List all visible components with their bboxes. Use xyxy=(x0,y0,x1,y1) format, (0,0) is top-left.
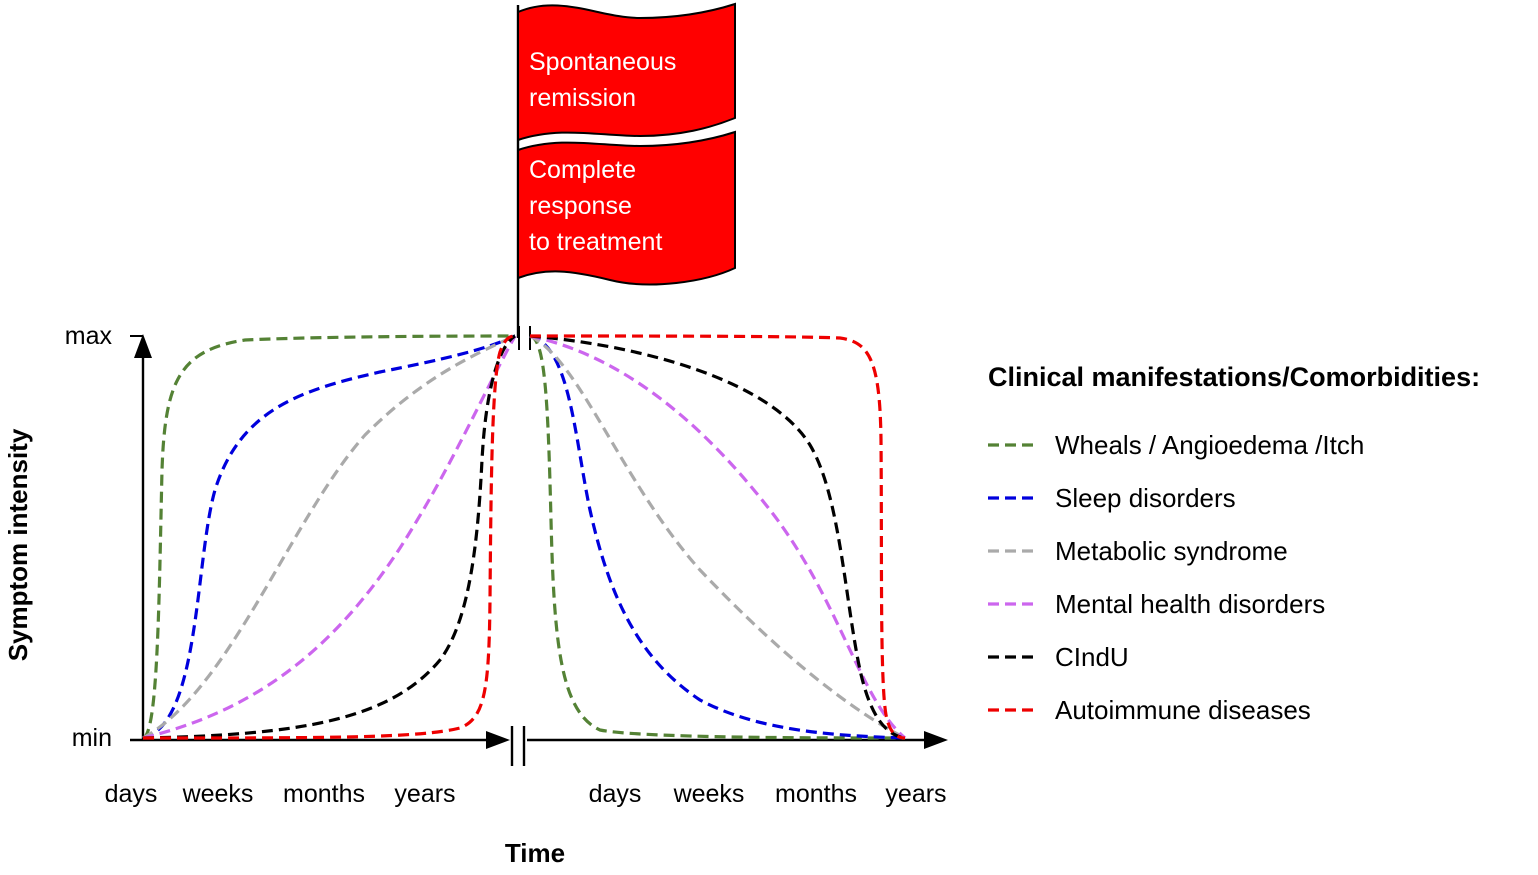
curve-fall-mental xyxy=(529,334,907,740)
flag: Spontaneous remission Complete response … xyxy=(516,2,736,338)
flag-bottom-line-2: response xyxy=(529,192,632,220)
x-ticks-left: days weeks months years xyxy=(105,780,456,808)
x-axis-right-arrowhead xyxy=(924,731,948,749)
legend-title: Clinical manifestations/Comorbidities: xyxy=(988,362,1480,392)
rising-curves xyxy=(142,334,517,740)
legend-label-mental: Mental health disorders xyxy=(1055,589,1325,619)
y-axis-title: Symptom intensity xyxy=(3,428,33,661)
x-tick-right-months: months xyxy=(775,780,857,808)
legend-label-autoimmune: Autoimmune diseases xyxy=(1055,695,1311,725)
x-tick-right-weeks: weeks xyxy=(673,780,745,808)
flag-top-line-2: remission xyxy=(529,84,636,112)
x-axis-title: Time xyxy=(505,838,565,868)
flag-upper-panel xyxy=(517,2,736,142)
x-tick-right-years: years xyxy=(885,780,946,808)
curve-rise-metabolic xyxy=(142,334,516,740)
x-tick-right-days: days xyxy=(589,780,642,808)
curve-fall-sleep xyxy=(529,334,906,740)
x-tick-left-weeks: weeks xyxy=(182,780,254,808)
curve-fall-wheals xyxy=(529,334,906,740)
axes xyxy=(130,326,948,766)
curve-fall-metabolic xyxy=(529,334,906,740)
y-axis-arrowhead xyxy=(134,334,152,358)
x-ticks-right: days weeks months years xyxy=(589,780,947,808)
curve-rise-mental xyxy=(142,335,517,740)
x-tick-left-days: days xyxy=(105,780,158,808)
flag-bottom-line-3: to treatment xyxy=(529,228,662,256)
legend-label-metabolic: Metabolic syndrome xyxy=(1055,536,1288,566)
y-min-label: min xyxy=(72,724,112,752)
legend-label-wheals: Wheals / Angioedema /Itch xyxy=(1055,430,1364,460)
curve-rise-cindu xyxy=(142,334,516,740)
legend-label-sleep: Sleep disorders xyxy=(1055,483,1236,513)
x-tick-left-years: years xyxy=(394,780,455,808)
y-max-label: max xyxy=(65,322,113,350)
flag-top-line-1: Spontaneous xyxy=(529,48,676,76)
curve-fall-cindu xyxy=(529,334,906,740)
legend-label-cindu: CIndU xyxy=(1055,642,1129,672)
curve-rise-wheals xyxy=(142,334,516,740)
falling-curves xyxy=(529,334,907,740)
curve-rise-sleep xyxy=(142,334,516,740)
curve-rise-autoimmune xyxy=(142,334,516,740)
x-axis-left-arrowhead xyxy=(486,731,510,749)
x-tick-left-months: months xyxy=(283,780,365,808)
legend: Clinical manifestations/Comorbidities: W… xyxy=(988,362,1480,725)
flag-bottom-line-1: Complete xyxy=(529,156,636,184)
flag-lower-panel xyxy=(517,130,736,286)
curve-fall-autoimmune xyxy=(529,334,906,740)
